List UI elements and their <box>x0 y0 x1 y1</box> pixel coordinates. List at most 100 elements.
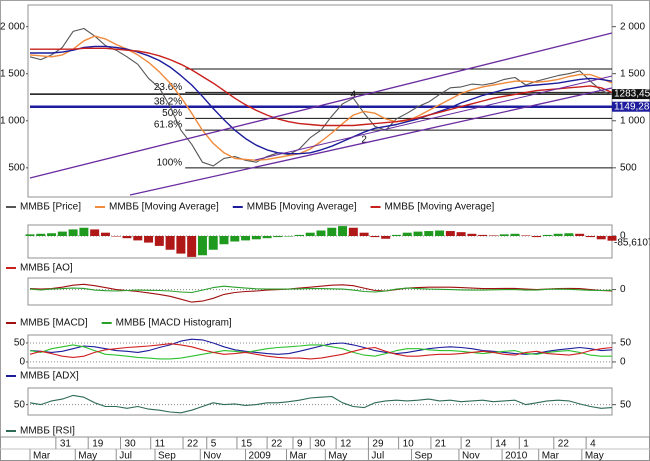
legend-label: ММВБ [MACD] <box>20 318 88 329</box>
x-tick-label: Sep <box>415 451 433 461</box>
x-tick-label: Jul <box>119 451 132 461</box>
ao-bar <box>25 234 35 236</box>
series-line <box>29 344 612 360</box>
x-tick-label: Jul <box>371 451 384 461</box>
fib-label: 50% <box>162 108 182 119</box>
ao-bar <box>262 236 272 239</box>
ao-bar <box>348 227 358 236</box>
x-tick-label: May <box>328 451 347 461</box>
ao-bar <box>90 229 100 236</box>
ao-bar <box>273 236 283 238</box>
last-value-label: -85,6107 <box>614 237 650 248</box>
x-tick-label: 22 <box>271 439 283 450</box>
ao-bar <box>402 232 412 236</box>
ao-bar <box>316 230 326 236</box>
fib-label: 100% <box>157 157 183 168</box>
series-line <box>30 45 613 155</box>
ao-bar <box>305 232 315 236</box>
x-tick-label: 1 <box>523 439 529 450</box>
ao-bar <box>488 235 498 236</box>
price-tag <box>612 89 650 100</box>
x-tick-label: 4 <box>590 439 596 450</box>
x-tick-label: Sep <box>158 451 176 461</box>
panel-frame <box>27 387 613 416</box>
legend-label: ММВБ [ADX] <box>20 371 79 382</box>
legend-label: ММВБ [Moving Average] <box>247 202 357 213</box>
ao-bar <box>208 236 218 250</box>
ao-bar <box>251 236 261 240</box>
ao-bar <box>381 236 391 239</box>
x-tick-label: 2009 <box>249 451 272 461</box>
ao-bar <box>575 233 585 236</box>
legend-label: ММВБ [Moving Average] <box>109 202 219 213</box>
series-line <box>29 338 613 355</box>
ao-bar <box>424 231 434 236</box>
x-tick-label: 30 <box>314 439 326 450</box>
x-tick-label: 22 <box>558 439 570 450</box>
ao-bar <box>165 236 175 250</box>
x-tick-label: 21 <box>435 439 447 450</box>
y-tick-label: 0 <box>620 357 626 368</box>
series-line <box>29 343 613 360</box>
ao-bar <box>564 233 574 236</box>
ao-bar <box>154 236 164 246</box>
y-tick-label: 1 500 <box>620 68 645 79</box>
ao-bar <box>391 234 401 236</box>
trend-line <box>129 87 613 196</box>
x-tick-label: 12 <box>340 439 352 450</box>
series-line <box>29 27 613 167</box>
ao-bar <box>435 230 445 236</box>
ao-bar <box>100 232 110 236</box>
legend-label: ММВБ [RSI] <box>20 426 75 437</box>
y-tick-label: 500 <box>620 162 637 173</box>
x-tick-label: Nov <box>203 451 221 461</box>
x-tick-label: 9 <box>297 439 303 450</box>
x-tick-label: 30 <box>125 439 137 450</box>
ao-bar <box>521 235 531 236</box>
wave-label: 2 <box>361 134 367 145</box>
legend-label: ММВБ [Price] <box>20 202 81 213</box>
ao-bar <box>47 233 57 236</box>
y-tick-label: 0 <box>19 357 25 368</box>
ao-bar <box>187 236 197 257</box>
panel-frame <box>27 224 613 259</box>
legend-label: ММВБ [AO] <box>20 263 73 274</box>
ao-bar <box>359 232 369 236</box>
legend-label: ММВБ [MACD Histogram] <box>116 318 232 329</box>
ao-bar <box>553 233 563 236</box>
x-tick-label: 11 <box>155 439 166 450</box>
series-line <box>29 394 613 414</box>
ao-bar <box>327 227 337 236</box>
price-tag-label: 1149,28 <box>614 101 650 112</box>
x-tick-label: 14 <box>495 439 507 450</box>
y-tick-label: 50 <box>620 338 632 349</box>
ao-bar <box>133 236 143 241</box>
ao-bar <box>79 227 89 236</box>
y-tick-label: 2 000 <box>620 21 645 32</box>
y-tick-label: 1 000 <box>0 115 25 126</box>
ao-bar <box>144 236 154 243</box>
ao-bar <box>510 233 520 236</box>
trend-lines <box>29 32 613 196</box>
x-tick-label: 19 <box>92 439 104 450</box>
x-tick-label: 15 <box>241 439 253 450</box>
ao-bar <box>284 236 294 237</box>
ao-bar <box>219 236 229 245</box>
y-tick-label: 50 <box>14 338 26 349</box>
ao-bar <box>338 226 348 236</box>
y-tick-label: 50 <box>14 399 26 410</box>
y-tick-label: 50 <box>620 399 632 410</box>
fib-label: 38.2% <box>154 96 182 107</box>
trend-line <box>254 75 613 161</box>
fib-label: 23.6% <box>154 82 182 93</box>
legend-label: ММВБ [Moving Average] <box>385 202 495 213</box>
y-tick-label: 1 000 <box>620 115 645 126</box>
series-line <box>30 47 613 127</box>
ao-bar <box>532 236 542 238</box>
x-tick-label: 29 <box>372 439 384 450</box>
y-tick-label: 2 000 <box>0 21 25 32</box>
x-tick-label: 10 <box>403 439 415 450</box>
x-tick-label: 2010 <box>505 451 528 461</box>
